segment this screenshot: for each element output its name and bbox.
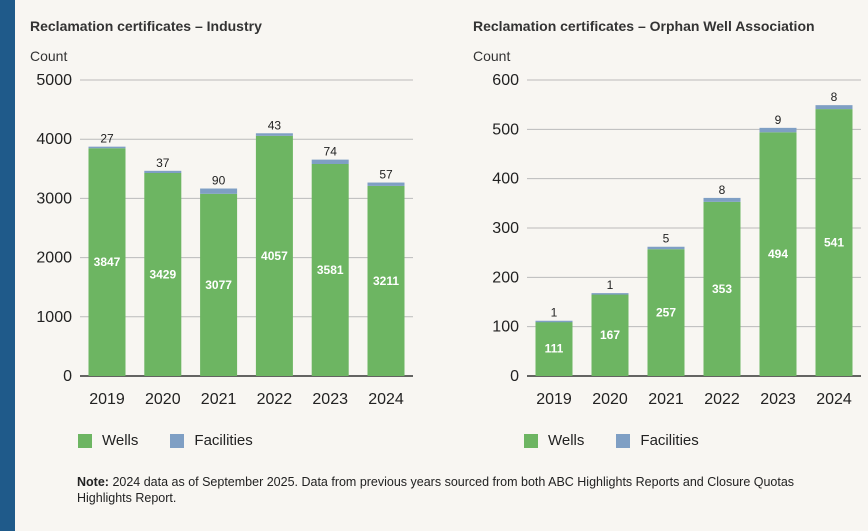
industry-label-wells-2022: 4057 bbox=[261, 249, 288, 263]
industry-x-tick-label-2021: 2021 bbox=[201, 391, 237, 408]
owa-bar-wells-2022 bbox=[703, 201, 741, 376]
owa-legend-wells: Wells bbox=[524, 432, 584, 449]
industry-y-tick-label: 1000 bbox=[36, 309, 72, 326]
owa-label-facilities-2022: 8 bbox=[719, 183, 726, 197]
owa-bar-wells-2024 bbox=[815, 109, 853, 377]
owa-y-tick-label: 600 bbox=[492, 72, 519, 89]
industry-label-facilities-2021: 90 bbox=[212, 174, 226, 188]
owa-label-facilities-2019: 1 bbox=[551, 306, 558, 320]
industry-y-axis-title: Count bbox=[30, 48, 68, 64]
owa-bar-facilities-2022 bbox=[703, 197, 741, 202]
industry-label-facilities-2023: 74 bbox=[324, 145, 338, 159]
industry-label-wells-2021: 3077 bbox=[205, 278, 232, 292]
owa-label-wells-2022: 353 bbox=[712, 282, 732, 296]
owa-label-wells-2023: 494 bbox=[768, 247, 788, 261]
industry-bar-wells-2024 bbox=[367, 185, 405, 376]
wells-swatch-icon bbox=[78, 433, 92, 448]
owa-y-axis-title: Count bbox=[473, 48, 511, 64]
footnote-text: 2024 data as of September 2025. Data fro… bbox=[77, 475, 795, 505]
industry-chart-title: Reclamation certificates – Industry bbox=[30, 18, 262, 34]
owa-y-tick-label: 400 bbox=[492, 171, 519, 188]
industry-bar-facilities-2022 bbox=[255, 133, 293, 136]
industry-y-tick-label: 5000 bbox=[36, 72, 72, 89]
industry-label-facilities-2020: 37 bbox=[156, 156, 170, 170]
owa-chart-title: Reclamation certificates – Orphan Well A… bbox=[473, 18, 815, 34]
facilities-swatch-icon bbox=[616, 433, 631, 448]
industry-x-tick-label-2022: 2022 bbox=[257, 391, 293, 408]
owa-label-facilities-2023: 9 bbox=[775, 113, 782, 127]
industry-y-tick-label: 2000 bbox=[36, 250, 72, 267]
industry-bar-facilities-2024 bbox=[367, 182, 405, 186]
owa-label-wells-2021: 257 bbox=[656, 306, 676, 320]
owa-y-tick-label: 500 bbox=[492, 121, 519, 138]
industry-y-tick-label: 3000 bbox=[36, 190, 72, 207]
industry-legend: Wells Facilities bbox=[78, 432, 285, 449]
industry-bar-wells-2019 bbox=[88, 148, 126, 376]
owa-y-tick-label: 200 bbox=[492, 269, 519, 286]
industry-x-tick-label-2020: 2020 bbox=[145, 391, 181, 408]
industry-bar-wells-2021 bbox=[200, 193, 238, 376]
industry-bar-wells-2022 bbox=[255, 135, 293, 376]
owa-x-tick-label-2021: 2021 bbox=[648, 391, 684, 408]
industry-bar-facilities-2019 bbox=[88, 146, 126, 149]
owa-bar-wells-2021 bbox=[647, 249, 685, 376]
owa-label-wells-2024: 541 bbox=[824, 236, 844, 250]
industry-label-wells-2019: 3847 bbox=[94, 255, 121, 269]
industry-bar-wells-2020 bbox=[144, 173, 182, 376]
footnote-label: Note: bbox=[77, 475, 109, 489]
owa-legend: Wells Facilities bbox=[524, 432, 731, 449]
owa-bar-wells-2023 bbox=[759, 132, 797, 376]
wells-swatch-icon bbox=[524, 433, 538, 448]
owa-label-facilities-2020: 1 bbox=[607, 278, 614, 292]
owa-bar-facilities-2024 bbox=[815, 105, 853, 110]
industry-legend-wells: Wells bbox=[78, 432, 138, 449]
owa-legend-wells-label: Wells bbox=[548, 432, 585, 449]
owa-bar-wells-2020 bbox=[591, 293, 629, 376]
owa-y-tick-label: 0 bbox=[510, 368, 519, 385]
owa-y-tick-label: 300 bbox=[492, 220, 519, 237]
industry-bar-wells-2023 bbox=[311, 164, 349, 376]
industry-x-tick-label-2023: 2023 bbox=[312, 391, 348, 408]
industry-y-tick-label: 4000 bbox=[36, 131, 72, 148]
owa-bar-facilities-2023 bbox=[759, 127, 797, 133]
owa-label-facilities-2021: 5 bbox=[663, 232, 670, 246]
footnote: Note: 2024 data as of September 2025. Da… bbox=[77, 474, 817, 506]
industry-x-tick-label-2024: 2024 bbox=[368, 391, 404, 408]
owa-x-tick-label-2019: 2019 bbox=[536, 391, 572, 408]
industry-legend-wells-label: Wells bbox=[102, 432, 139, 449]
industry-bar-facilities-2023 bbox=[311, 159, 349, 165]
industry-label-wells-2024: 3211 bbox=[373, 274, 399, 288]
owa-bar-facilities-2021 bbox=[647, 246, 685, 250]
industry-bar-facilities-2020 bbox=[144, 170, 182, 174]
industry-label-wells-2023: 3581 bbox=[317, 263, 344, 277]
owa-label-wells-2019: 111 bbox=[545, 342, 564, 356]
owa-label-facilities-2024: 8 bbox=[831, 90, 838, 104]
industry-label-wells-2020: 3429 bbox=[149, 268, 176, 282]
industry-legend-facilities: Facilities bbox=[170, 432, 253, 449]
owa-legend-facilities-label: Facilities bbox=[640, 432, 699, 449]
owa-x-tick-label-2024: 2024 bbox=[816, 391, 852, 408]
owa-y-tick-label: 100 bbox=[492, 319, 519, 336]
industry-label-facilities-2019: 27 bbox=[100, 132, 114, 146]
accent-bar bbox=[0, 0, 15, 531]
owa-legend-facilities: Facilities bbox=[616, 432, 699, 449]
owa-x-tick-label-2020: 2020 bbox=[592, 391, 628, 408]
industry-y-tick-label: 0 bbox=[63, 368, 72, 385]
industry-x-tick-label-2019: 2019 bbox=[89, 391, 125, 408]
owa-label-wells-2020: 167 bbox=[600, 328, 620, 342]
facilities-swatch-icon bbox=[170, 433, 185, 448]
owa-x-tick-label-2022: 2022 bbox=[704, 391, 740, 408]
industry-label-facilities-2022: 43 bbox=[268, 118, 282, 132]
owa-bar-facilities-2019 bbox=[535, 320, 573, 323]
owa-bar-wells-2019 bbox=[535, 321, 573, 376]
industry-legend-facilities-label: Facilities bbox=[194, 432, 253, 449]
industry-bar-facilities-2021 bbox=[200, 188, 238, 194]
industry-label-facilities-2024: 57 bbox=[379, 168, 393, 182]
owa-bar-facilities-2020 bbox=[591, 293, 629, 295]
owa-x-tick-label-2023: 2023 bbox=[760, 391, 796, 408]
